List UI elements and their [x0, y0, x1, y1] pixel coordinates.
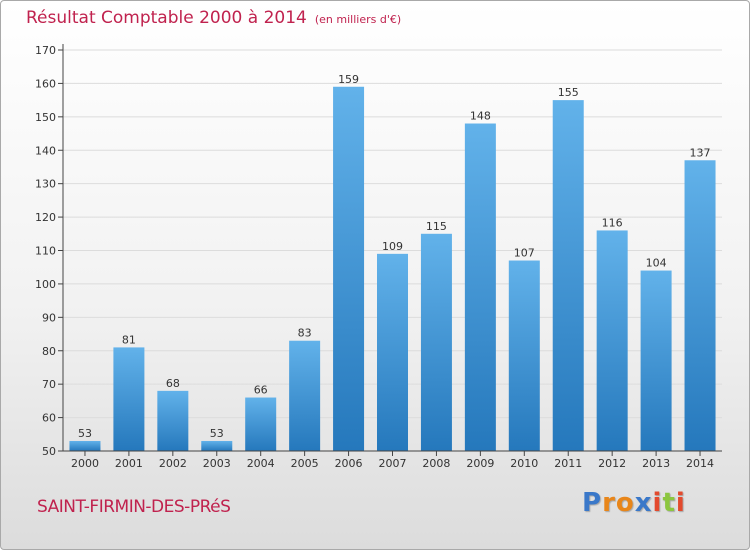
y-tick-label: 110	[35, 245, 56, 258]
value-label-2009: 148	[470, 110, 491, 123]
bar-2002	[157, 390, 189, 451]
x-tick-label-2009: 2009	[466, 457, 494, 470]
y-tick-label: 140	[35, 144, 56, 157]
y-tick-label: 60	[42, 412, 56, 425]
y-tick-label: 70	[42, 378, 56, 391]
bar-2007	[377, 253, 408, 451]
x-tick-label-2014: 2014	[686, 457, 714, 470]
bar-2006	[333, 86, 365, 451]
bar-2000	[69, 440, 101, 451]
value-label-2006: 159	[338, 73, 359, 86]
bar-2009	[464, 123, 496, 452]
bars: 53 81 68 53 66 83 159 109 115 148 107 155 116 104 137	[69, 73, 716, 452]
bar-2003	[201, 440, 233, 451]
value-label-2003: 53	[210, 427, 224, 440]
y-tick-label: 90	[42, 311, 56, 324]
value-label-2011: 155	[558, 86, 579, 99]
bar-2001	[113, 347, 145, 451]
logo-letter: o	[615, 488, 635, 518]
axes: 50 60 70 80 90 100 110 120 130 140 150 160 170 2000 20…	[35, 44, 722, 470]
value-label-2000: 53	[78, 427, 92, 440]
value-label-2010: 107	[514, 247, 535, 260]
value-label-2007: 109	[382, 240, 403, 253]
chart-title: Résultat Comptable 2000 à 2014 (en millie…	[26, 8, 401, 28]
x-tick-label-2010: 2010	[510, 457, 538, 470]
value-label-2005: 83	[298, 327, 312, 340]
x-tick-label-2013: 2013	[642, 457, 670, 470]
y-tick-label: 80	[42, 345, 56, 358]
value-label-2001: 81	[122, 333, 136, 346]
bar-2004	[245, 397, 277, 451]
y-tick-label: 50	[42, 445, 56, 458]
logo-letter: t	[662, 488, 676, 518]
y-tick-label: 120	[35, 211, 56, 224]
bar-2014	[684, 160, 716, 451]
bar-2010	[508, 260, 540, 451]
commune-name: SAINT-FIRMIN-DES-PRéS	[37, 497, 231, 517]
bar-2011	[552, 100, 584, 451]
x-tick-label-2008: 2008	[422, 457, 450, 470]
y-tick-label: 100	[35, 278, 56, 291]
y-tick-label: 150	[35, 111, 56, 124]
bar-2008	[420, 233, 452, 451]
x-tick-label-2011: 2011	[554, 457, 582, 470]
logo-letter: i	[652, 488, 663, 518]
y-tick-label: 170	[35, 44, 56, 57]
x-tick-label-2006: 2006	[335, 457, 363, 470]
value-label-2012: 116	[602, 216, 623, 229]
value-label-2002: 68	[166, 377, 180, 390]
value-label-2013: 104	[646, 257, 667, 270]
x-tick-label-2005: 2005	[291, 457, 319, 470]
value-label-2014: 137	[690, 146, 711, 159]
value-label-2008: 115	[426, 220, 447, 233]
chart-unit: (en milliers d'€)	[314, 13, 402, 26]
bar-2005	[289, 340, 321, 451]
y-tick-label: 160	[35, 77, 56, 90]
bar-2013	[640, 270, 672, 451]
x-tick-label-2004: 2004	[247, 457, 275, 470]
x-tick-label-2007: 2007	[379, 457, 407, 470]
x-tick-label-2001: 2001	[115, 457, 143, 470]
chart-title-text: Résultat Comptable 2000 à 2014	[26, 8, 307, 28]
x-tick-label-2003: 2003	[203, 457, 231, 470]
bar-2012	[596, 230, 628, 451]
logo-letter: x	[634, 488, 653, 518]
x-tick-label-2000: 2000	[71, 457, 99, 470]
proxiti-logo: Proxiti	[582, 488, 686, 518]
x-tick-label-2002: 2002	[159, 457, 187, 470]
logo-letter: i	[675, 488, 686, 518]
logo-letter: r	[602, 488, 616, 518]
x-tick-label-2012: 2012	[598, 457, 626, 470]
y-tick-label: 130	[35, 178, 56, 191]
value-label-2004: 66	[254, 384, 268, 397]
logo-letter: P	[582, 488, 603, 518]
